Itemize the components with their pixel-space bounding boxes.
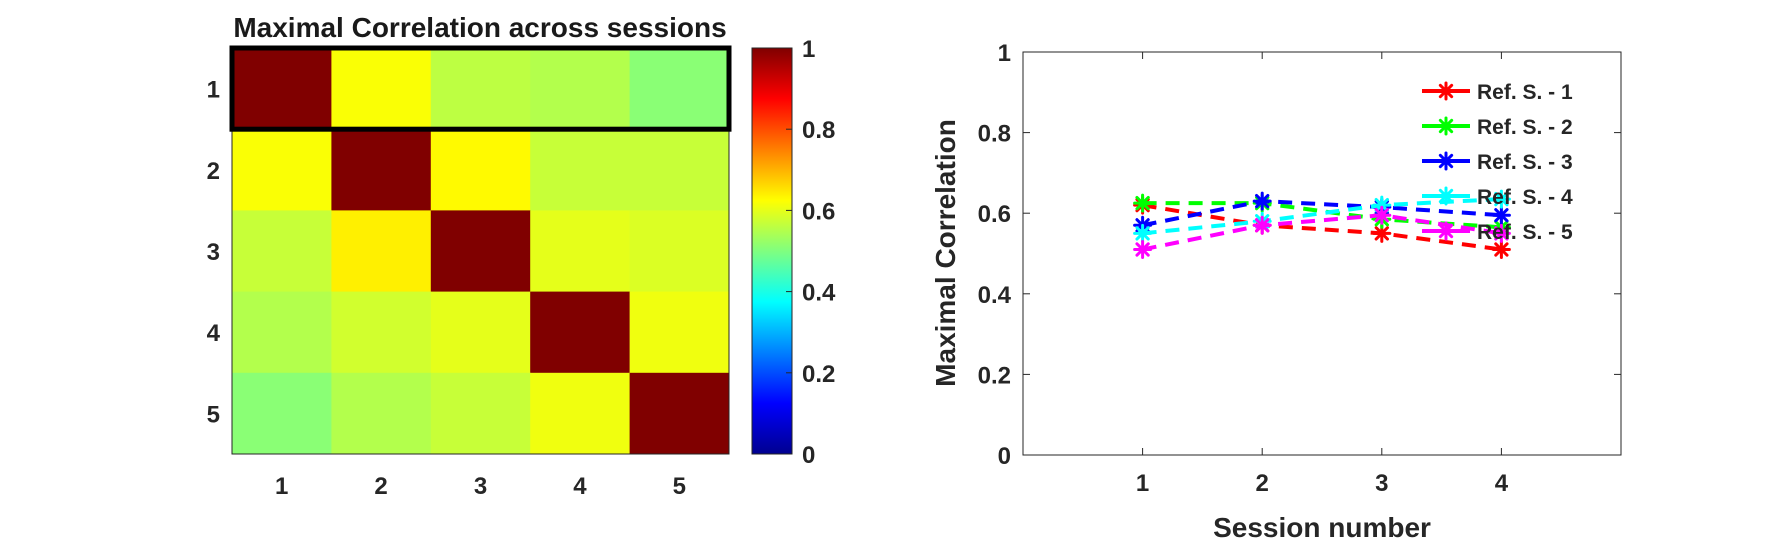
colorbar-ticks: 0 0.2 0.4 0.6 0.8 1 xyxy=(786,36,836,469)
y-tick-label: 0 xyxy=(998,443,1011,470)
series-line xyxy=(1142,199,1502,228)
heatmap-cell xyxy=(629,210,730,293)
heatmap-cell xyxy=(530,48,631,130)
heatmap-cell xyxy=(430,210,531,293)
data-point xyxy=(1133,193,1153,213)
colorbar-gradient xyxy=(751,47,793,455)
x-tick-label: 1 xyxy=(1136,470,1149,497)
data-point xyxy=(1252,215,1272,235)
data-point xyxy=(1133,239,1153,259)
data-point xyxy=(1491,223,1511,243)
heatmap-col-label: 1 xyxy=(275,473,288,500)
heatmap-cell xyxy=(331,48,432,130)
heatmap-row-label: 5 xyxy=(207,401,220,428)
heatmap-cell xyxy=(232,210,332,293)
heatmap-cell xyxy=(232,372,332,455)
data-point xyxy=(1491,189,1511,209)
heatmap-col-labels: 1 2 3 4 5 xyxy=(275,473,686,500)
legend-entry-label: Ref. S. - 1 xyxy=(1477,81,1573,104)
legend-entry-label: Ref. S. - 5 xyxy=(1477,221,1573,244)
heatmap-cell xyxy=(331,372,432,455)
heatmap-row-label: 3 xyxy=(207,239,220,266)
line-chart-ticks: 1 2 3 4 0 0.2 0.4 0.6 0.8 1 xyxy=(978,40,1621,497)
heatmap-cell xyxy=(629,291,730,374)
heatmap-cell xyxy=(331,210,432,293)
legend-entry-label: Ref. S. - 3 xyxy=(1477,151,1573,174)
y-tick-label: 0.8 xyxy=(978,121,1011,148)
legend-swatch-marker xyxy=(1436,81,1456,101)
colorbar-tick-label: 0.8 xyxy=(802,117,835,144)
heatmap-cell xyxy=(232,129,332,211)
y-tick-label: 1 xyxy=(998,40,1011,67)
data-point xyxy=(1372,195,1392,215)
x-axis-label: Session number xyxy=(1213,512,1431,543)
heatmap-cell xyxy=(530,129,631,211)
heatmap-panel: Maximal Correlation across sessions 1 2 3 4… xyxy=(207,12,732,500)
heatmap-cell xyxy=(430,372,531,455)
series-line xyxy=(1142,203,1502,252)
legend: Ref. S. - 1 Ref. S. - 2 Ref. S. - 3 Ref. S.… xyxy=(1422,81,1573,244)
data-point xyxy=(1133,223,1153,243)
heatmap-cell xyxy=(629,48,730,130)
heatmap-col-label: 3 xyxy=(474,473,487,500)
colorbar-tick-label: 0.2 xyxy=(802,361,835,388)
heatmap-cell xyxy=(331,129,432,211)
colorbar: 0 0.2 0.4 0.6 0.8 1 xyxy=(751,36,836,469)
colorbar-tick-label: 0.4 xyxy=(802,280,836,307)
legend-entry-label: Ref. S. - 4 xyxy=(1477,186,1573,209)
heatmap-row-label: 1 xyxy=(207,77,220,104)
x-tick-label: 3 xyxy=(1375,470,1388,497)
heatmap-title: Maximal Correlation across sessions xyxy=(233,12,726,43)
heatmap-cell xyxy=(629,129,730,211)
heatmap-cell xyxy=(629,372,730,455)
heatmap-col-label: 4 xyxy=(573,473,587,500)
y-tick-label: 0.2 xyxy=(978,362,1011,389)
heatmap-cell xyxy=(430,291,531,374)
data-point xyxy=(1252,191,1272,211)
heatmap-cell xyxy=(530,210,631,293)
data-point xyxy=(1491,239,1511,259)
heatmap-cell xyxy=(530,291,631,374)
legend-entry-label: Ref. S. - 2 xyxy=(1477,116,1573,139)
line-axes-box xyxy=(1022,51,1622,456)
heatmap-row-label: 4 xyxy=(207,320,221,347)
data-point xyxy=(1491,205,1511,225)
legend-swatch-marker xyxy=(1436,151,1456,171)
y-axis-label: Maximal Correlation xyxy=(930,119,961,387)
legend-swatch-marker xyxy=(1436,116,1456,136)
x-tick-label: 4 xyxy=(1495,470,1509,497)
data-point xyxy=(1372,205,1392,225)
heatmap-cell xyxy=(232,291,332,374)
heatmap-cell xyxy=(331,291,432,374)
series-line xyxy=(1142,213,1502,252)
heatmap-cell xyxy=(232,48,332,130)
colorbar-tick-label: 1 xyxy=(802,36,815,63)
heatmap-col-label: 2 xyxy=(374,473,387,500)
heatmap-cell xyxy=(430,48,531,130)
heatmap-row-label: 2 xyxy=(207,158,220,185)
heatmap-cell xyxy=(530,372,631,455)
colorbar-tick-label: 0.6 xyxy=(802,198,835,225)
legend-swatch-marker xyxy=(1436,186,1456,206)
heatmap-cells xyxy=(232,48,730,455)
heatmap-cell xyxy=(430,129,531,211)
highlighted-row-box xyxy=(229,45,732,132)
heatmap-col-label: 5 xyxy=(673,473,686,500)
x-tick-label: 2 xyxy=(1256,470,1269,497)
heatmap-row-labels: 1 2 3 4 5 xyxy=(207,77,221,429)
y-tick-label: 0.6 xyxy=(978,201,1011,228)
y-tick-label: 0.4 xyxy=(978,282,1012,309)
legend-swatch-marker xyxy=(1436,221,1456,241)
colorbar-tick-label: 0 xyxy=(802,442,815,469)
